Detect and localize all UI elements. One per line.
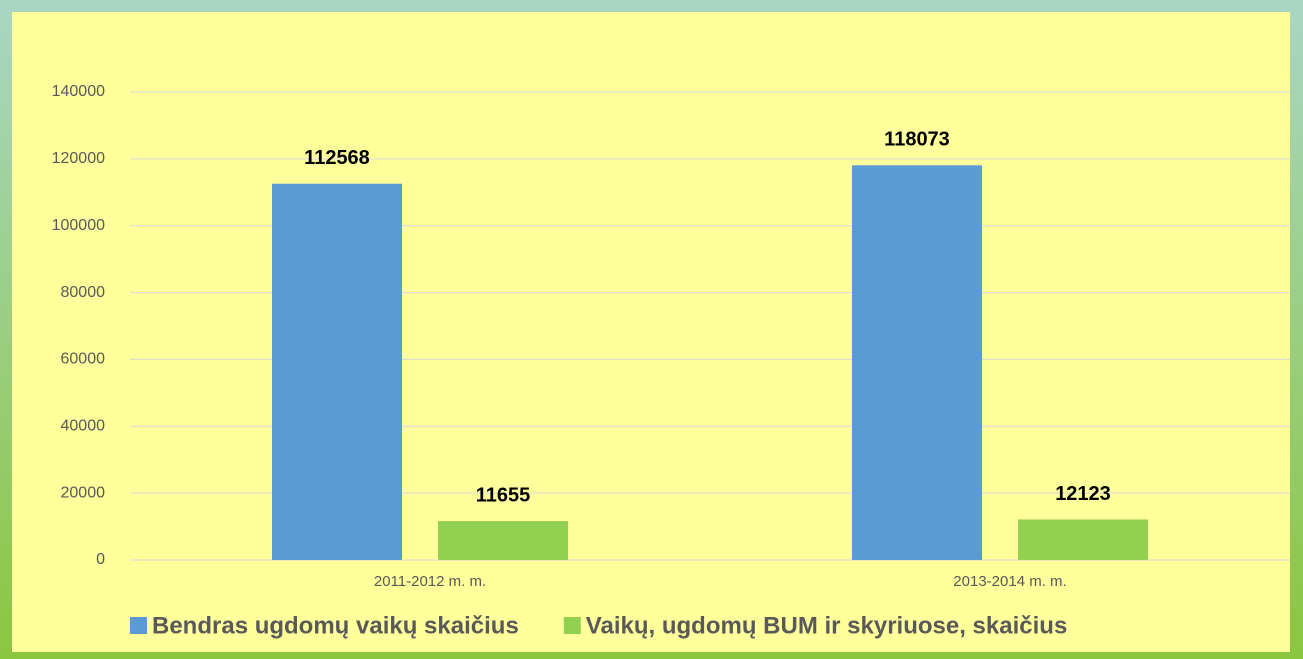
bar <box>272 183 402 560</box>
y-tick-label: 0 <box>96 551 105 568</box>
legend-label: Bendras ugdomų vaikų skaičius <box>152 612 519 639</box>
data-label: 112568 <box>304 147 370 169</box>
data-label: 12123 <box>1055 483 1111 505</box>
bar <box>438 521 568 560</box>
y-tick-label: 60000 <box>61 351 106 368</box>
y-tick-label: 40000 <box>61 418 106 435</box>
bar <box>852 165 982 560</box>
y-tick-label: 20000 <box>61 484 106 501</box>
data-label: 118073 <box>884 129 950 151</box>
x-tick-label: 2013-2014 m. m. <box>953 573 1066 590</box>
legend-swatch <box>563 617 581 634</box>
bar <box>1018 519 1148 560</box>
y-tick-label: 120000 <box>52 150 105 167</box>
data-label: 11655 <box>476 484 531 506</box>
y-tick-label: 80000 <box>61 284 106 301</box>
legend-swatch <box>130 617 147 634</box>
y-tick-label: 140000 <box>52 83 105 100</box>
legend-label: Vaikų, ugdomų BUM ir skyriuose, skaičius <box>586 612 1068 639</box>
x-tick-label: 2011-2012 m. m. <box>374 573 486 590</box>
y-tick-label: 100000 <box>52 217 105 234</box>
